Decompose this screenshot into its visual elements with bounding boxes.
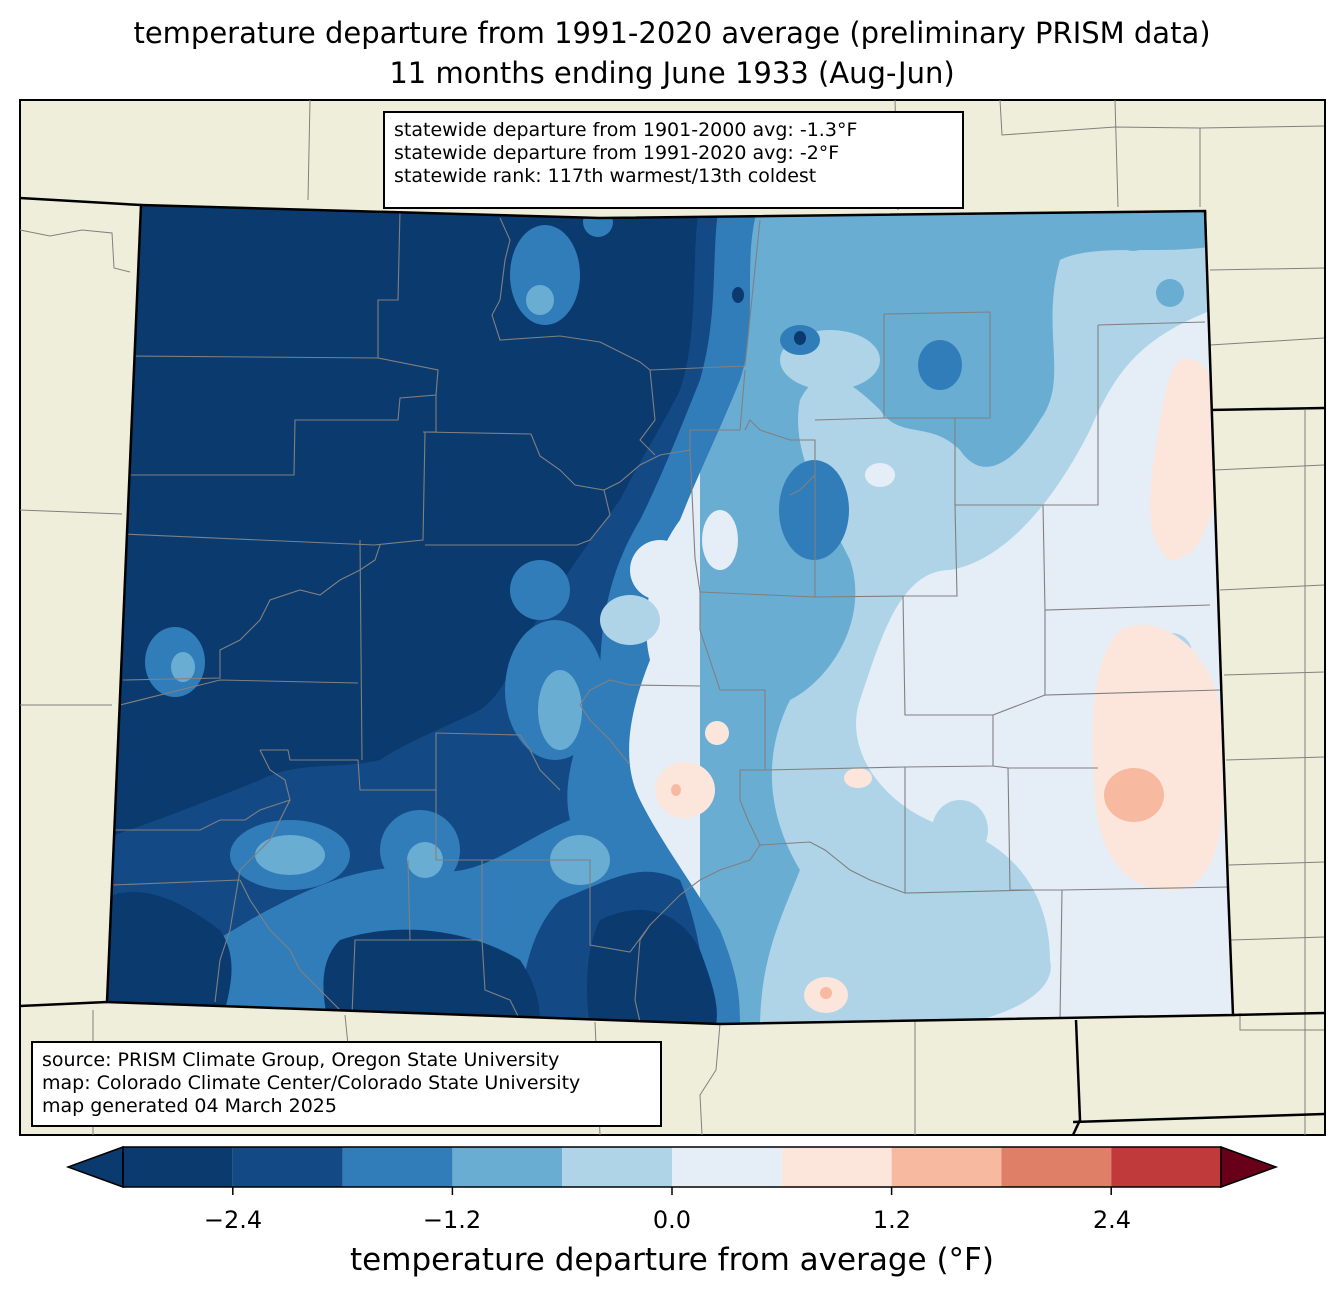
- source-line-generated: map generated 04 March 2025: [42, 1095, 337, 1117]
- colorbar-bins: [123, 1147, 1221, 1187]
- stats-line-rank: statewide rank: 117th warmest/13th colde…: [394, 165, 817, 187]
- colorbar-under-arrow: [65, 1145, 124, 1189]
- colorbar-bin: [123, 1147, 233, 1187]
- map-title: temperature departure from 1991-2020 ave…: [133, 16, 1211, 50]
- colorbar-bin: [342, 1147, 453, 1187]
- source-line-map: map: Colorado Climate Center/Colorado St…: [42, 1072, 581, 1094]
- colorbar-label: temperature departure from average (°F): [350, 1242, 994, 1278]
- temperature-field: [107, 205, 1233, 1024]
- colorbar-bin: [452, 1147, 563, 1187]
- colorado-border: [105, 203, 1235, 1026]
- colorbar-bin: [1001, 1147, 1112, 1187]
- colorbar-bin: [562, 1147, 672, 1187]
- colorbar-bin: [232, 1147, 343, 1187]
- colorbar-tick-label: −2.4: [203, 1206, 263, 1234]
- source-box: source: PRISM Climate Group, Oregon Stat…: [31, 1041, 662, 1127]
- map-subtitle: 11 months ending June 1933 (Aug-Jun): [389, 56, 955, 90]
- colorbar-tick-label: 2.4: [1092, 1206, 1132, 1234]
- neighbor-county-lines: [19, 99, 1325, 1136]
- colorbar-bin: [1111, 1147, 1221, 1187]
- colorbar-tick-label: 0.0: [652, 1206, 692, 1234]
- statewide-stats-box: statewide departure from 1901-2000 avg: …: [383, 111, 964, 209]
- stats-line-1901-2000: statewide departure from 1901-2000 avg: …: [394, 119, 858, 141]
- colorbar-over-arrow: [1220, 1145, 1279, 1189]
- colorbar-bin: [672, 1147, 782, 1187]
- stats-line-1991-2020: statewide departure from 1991-2020 avg: …: [394, 142, 840, 164]
- colorbar-bin: [781, 1147, 892, 1187]
- colorbar-tick-label: 1.2: [872, 1206, 912, 1234]
- colorbar-ticks: [232, 1187, 1112, 1195]
- colorbar-tick-label: −1.2: [422, 1206, 482, 1234]
- county-lines: [111, 209, 1229, 1023]
- colorbar-bin: [891, 1147, 1002, 1187]
- source-line-data: source: PRISM Climate Group, Oregon Stat…: [42, 1049, 560, 1071]
